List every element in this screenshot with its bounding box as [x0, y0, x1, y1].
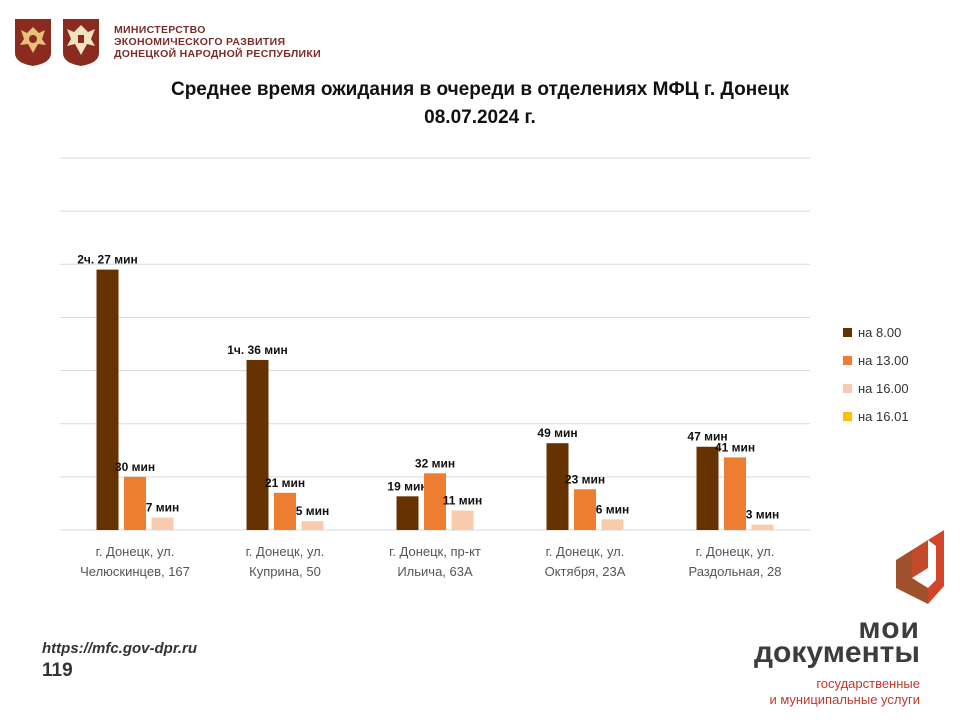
data-label: 5 мин — [296, 504, 330, 518]
data-label: 2ч. 27 мин — [77, 253, 138, 267]
chart-title-block: Среднее время ожидания в очереди в отдел… — [0, 76, 960, 132]
legend-swatch — [843, 327, 852, 337]
chart-subtitle: 08.07.2024 г. — [424, 107, 536, 128]
legend-swatch — [843, 411, 852, 421]
category-label: г. Донецк, ул. — [96, 544, 175, 559]
data-label: 32 мин — [415, 456, 455, 470]
bar — [574, 489, 596, 530]
category-label: Раздольная, 28 — [688, 564, 781, 579]
data-label: 30 мин — [115, 460, 155, 474]
legend-label: на 13.00 — [858, 352, 909, 368]
page-number: 119 — [42, 660, 73, 681]
bar — [451, 510, 474, 530]
bar-chart: 2ч. 27 мин 30 мин 7 мин г. Донецк, ул. Челюс… — [60, 157, 810, 579]
category-label: г. Донецк, ул. — [696, 544, 775, 559]
bar — [246, 359, 269, 530]
legend-label: на 8.00 — [858, 324, 902, 340]
legend-item: на 16.00 — [843, 374, 909, 402]
bar — [601, 519, 624, 530]
ministry-line: МИНИСТЕРСТВО — [114, 24, 206, 36]
bar — [124, 476, 146, 530]
brand-line-3: государственные — [816, 676, 920, 691]
legend-swatch — [843, 383, 852, 393]
category-label: Октября, 23А — [545, 564, 626, 579]
data-label: 6 мин — [596, 502, 630, 516]
bar — [301, 521, 324, 530]
data-label: 7 мин — [146, 501, 180, 515]
bar — [274, 492, 296, 530]
legend-label: на 16.01 — [858, 408, 909, 424]
brand-line-4: и муниципальные услуги — [769, 692, 920, 707]
category-label: г. Донецк, пр-кт — [389, 544, 481, 559]
ministry-name: МИНИСТЕРСТВО ЭКОНОМИЧЕСКОГО РАЗВИТИЯ ДОН… — [114, 24, 321, 60]
data-label: 47 мин — [687, 430, 727, 444]
data-label: 21 мин — [265, 476, 305, 490]
bar — [546, 443, 569, 530]
chart-title: Среднее время ожидания в очереди в отдел… — [170, 79, 790, 100]
bar — [151, 517, 174, 530]
brand-line-1: мои — [858, 612, 920, 645]
legend-item: на 16.01 — [843, 402, 909, 430]
legend-swatch — [843, 355, 852, 365]
brand-line-2: документы — [754, 636, 920, 669]
bar — [696, 446, 719, 530]
category-label: г. Донецк, ул. — [546, 544, 625, 559]
data-label: 3 мин — [746, 508, 780, 522]
legend-item: на 8.00 — [843, 318, 909, 346]
header: МИНИСТЕРСТВО ЭКОНОМИЧЕСКОГО РАЗВИТИЯ ДОН… — [12, 14, 321, 70]
category-label: Куприна, 50 — [249, 564, 321, 579]
data-label: 41 мин — [715, 440, 755, 454]
dpr-emblem-icon — [63, 19, 99, 66]
data-label: 23 мин — [565, 472, 605, 486]
ministry-line: ЭКОНОМИЧЕСКОГО РАЗВИТИЯ — [114, 36, 286, 48]
category-label: Ильича, 63А — [397, 564, 473, 579]
moi-dokumenty-logo-icon — [896, 530, 944, 604]
data-label: 11 мин — [443, 494, 483, 508]
category-label: г. Донецк, ул. — [246, 544, 325, 559]
bar — [96, 269, 119, 530]
bar — [396, 496, 419, 530]
data-label: 49 мин — [537, 426, 577, 440]
footer-url[interactable]: https://mfc.gov-dpr.ru — [42, 640, 197, 657]
legend-label: на 16.00 — [858, 380, 909, 396]
bar — [751, 524, 774, 530]
data-label: 1ч. 36 мин — [227, 343, 288, 357]
bar — [724, 457, 746, 530]
category-label: Челюскинцев, 167 — [80, 564, 190, 579]
russia-emblem-icon — [15, 19, 51, 66]
bar — [424, 473, 446, 530]
moi-dokumenty-brand: мои документы государственные и муниципа… — [720, 530, 950, 710]
ministry-line: ДОНЕЦКОЙ НАРОДНОЙ РЕСПУБЛИКИ — [114, 48, 321, 60]
chart-legend: на 8.00 на 13.00 на 16.00 на 16.01 — [843, 318, 909, 430]
data-label: 19 мин — [387, 479, 427, 493]
legend-item: на 13.00 — [843, 346, 909, 374]
